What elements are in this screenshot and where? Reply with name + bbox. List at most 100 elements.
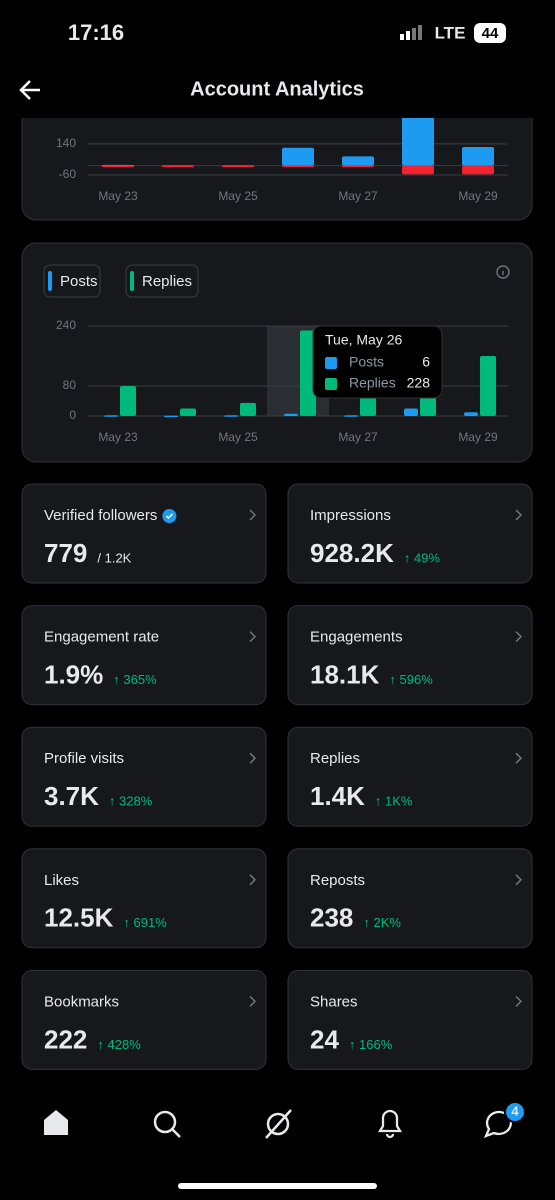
y-tick-label: 80 (63, 378, 77, 392)
metric-label: Reposts (310, 872, 365, 889)
chevron (249, 509, 257, 521)
metric-value: 222 (44, 1024, 87, 1054)
grok-slash (265, 1109, 292, 1139)
tooltip-value: 6 (422, 354, 430, 370)
content: 140 -60 May 23 May 25 May 27 May 29 240 80 0 May … (21, 59, 533, 1070)
metric-label: Bookmarks (44, 993, 119, 1010)
bar (462, 147, 494, 166)
legend-chip[interactable] (125, 264, 199, 298)
header-bg (0, 0, 555, 118)
metric-label: Impressions (310, 507, 391, 524)
y-tick-label: 140 (56, 136, 76, 150)
y-tick-label: 0 (69, 408, 76, 422)
bar (224, 415, 238, 417)
tooltip-label: Replies (349, 375, 396, 391)
metric-card[interactable]: Shares 24 ↑ 166% (287, 969, 533, 1070)
top-bar: 17:16 LTE 44 Account Analytics (0, 0, 555, 118)
metric-card[interactable]: Likes 12.5K ↑ 691% (21, 848, 267, 949)
time: 17:16 (68, 20, 124, 45)
tooltip (312, 325, 443, 399)
x-tick-label: May 25 (218, 189, 258, 203)
legend-label: Posts (60, 273, 98, 290)
search-tab[interactable] (153, 1110, 177, 1134)
bar (282, 147, 314, 166)
home-tab[interactable] (44, 1110, 68, 1135)
x-tick-label: May 23 (98, 430, 138, 444)
home-indicator (178, 1183, 377, 1189)
metric-card[interactable]: Bookmarks 222 ↑ 428% (21, 969, 267, 1070)
metric-card[interactable]: Engagements 18.1K ↑ 596% (287, 605, 533, 706)
metric-change: ↑ 365% (113, 672, 157, 687)
grok-tab[interactable] (266, 1112, 290, 1136)
metric-card[interactable]: Profile visits 3.7K ↑ 328% (21, 726, 267, 827)
metric-card-bg (21, 848, 267, 949)
metric-change: ↑ 596% (389, 672, 433, 687)
chevron (249, 631, 257, 643)
notifications-tab[interactable] (377, 1109, 403, 1139)
metric-value: 238 (310, 903, 353, 933)
metric-card[interactable]: Replies 1.4K ↑ 1K% (287, 726, 533, 827)
signal (412, 28, 416, 40)
metric-label: Verified followers (44, 507, 157, 524)
verified-check (165, 513, 173, 520)
chevron (515, 874, 523, 886)
metric-change: ↑ 428% (97, 1037, 141, 1052)
info-icon[interactable] (496, 265, 510, 279)
metric-change: ↑ 2K% (363, 915, 401, 930)
metric-card[interactable]: Verified followers 779 / 1.2K (21, 483, 267, 584)
network: LTE (435, 23, 466, 42)
bar (240, 402, 256, 416)
bottom-nav: 4 (44, 1101, 526, 1189)
metric-total: / 1.2K (97, 550, 131, 565)
bar (344, 415, 358, 417)
bar (342, 156, 374, 166)
signal (400, 34, 404, 40)
search-handle (171, 1128, 181, 1138)
bar (282, 165, 314, 168)
metric-card[interactable]: Reposts 238 ↑ 2K% (287, 848, 533, 949)
signal (406, 31, 410, 40)
back-button[interactable] (19, 80, 40, 100)
metric-label: Engagements (310, 629, 403, 646)
tooltip-value: 228 (407, 375, 431, 391)
bar (404, 408, 418, 416)
metric-card[interactable]: Engagement rate 1.9% ↑ 365% (21, 605, 267, 706)
bars (102, 117, 494, 175)
metric-value: 1.9% (44, 659, 103, 689)
bar (464, 412, 478, 416)
metric-value: 18.1K (310, 659, 380, 689)
x-tick-label: May 29 (458, 189, 498, 203)
badge-count: 4 (511, 1103, 519, 1118)
metric-label: Replies (310, 750, 360, 767)
battery-level: 44 (482, 25, 499, 42)
bar (222, 165, 254, 168)
metric-label: Engagement rate (44, 629, 159, 646)
tooltip-title: Tue, May 26 (325, 332, 403, 348)
badge (504, 1101, 526, 1123)
bar (180, 408, 196, 416)
tooltip-swatch (325, 357, 337, 369)
metric-change: ↑ 166% (349, 1037, 393, 1052)
bar (300, 330, 316, 416)
x-tick-label: May 23 (98, 189, 138, 203)
legend-swatch (48, 271, 52, 291)
bar (164, 415, 178, 418)
metric-card-bg (287, 848, 533, 949)
chevron (515, 752, 523, 764)
chevron (515, 631, 523, 643)
legend-label: Replies (142, 273, 192, 290)
page-title: Account Analytics (190, 78, 364, 100)
legend-chip[interactable] (43, 264, 101, 298)
chevron (249, 752, 257, 764)
metric-card[interactable]: Impressions 928.2K ↑ 49% (287, 483, 533, 584)
chevron (515, 509, 523, 521)
metric-value: 3.7K (44, 781, 99, 811)
metric-value: 12.5K (44, 903, 114, 933)
metric-label: Profile visits (44, 750, 124, 767)
metric-card-bg (287, 726, 533, 827)
bar (402, 165, 434, 175)
x-tick-label: May 29 (458, 430, 498, 444)
metric-card-bg (287, 483, 533, 584)
bar (120, 386, 136, 416)
